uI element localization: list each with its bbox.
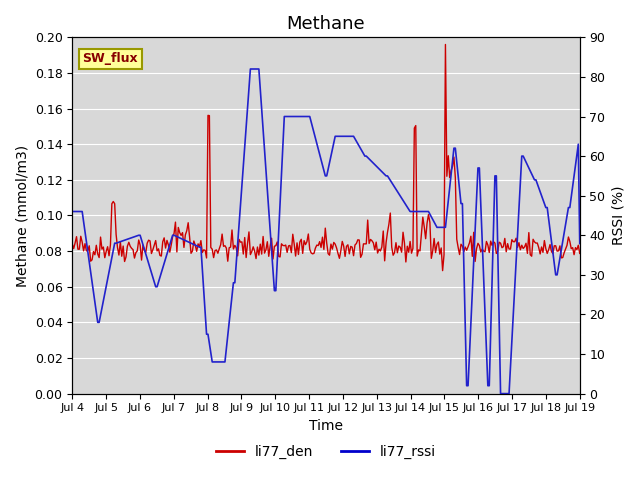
X-axis label: Time: Time [309,419,343,433]
Y-axis label: RSSI (%): RSSI (%) [611,186,625,245]
Legend: li77_den, li77_rssi: li77_den, li77_rssi [211,440,442,465]
Y-axis label: Methane (mmol/m3): Methane (mmol/m3) [15,144,29,287]
Text: SW_flux: SW_flux [83,52,138,65]
Title: Methane: Methane [287,15,365,33]
